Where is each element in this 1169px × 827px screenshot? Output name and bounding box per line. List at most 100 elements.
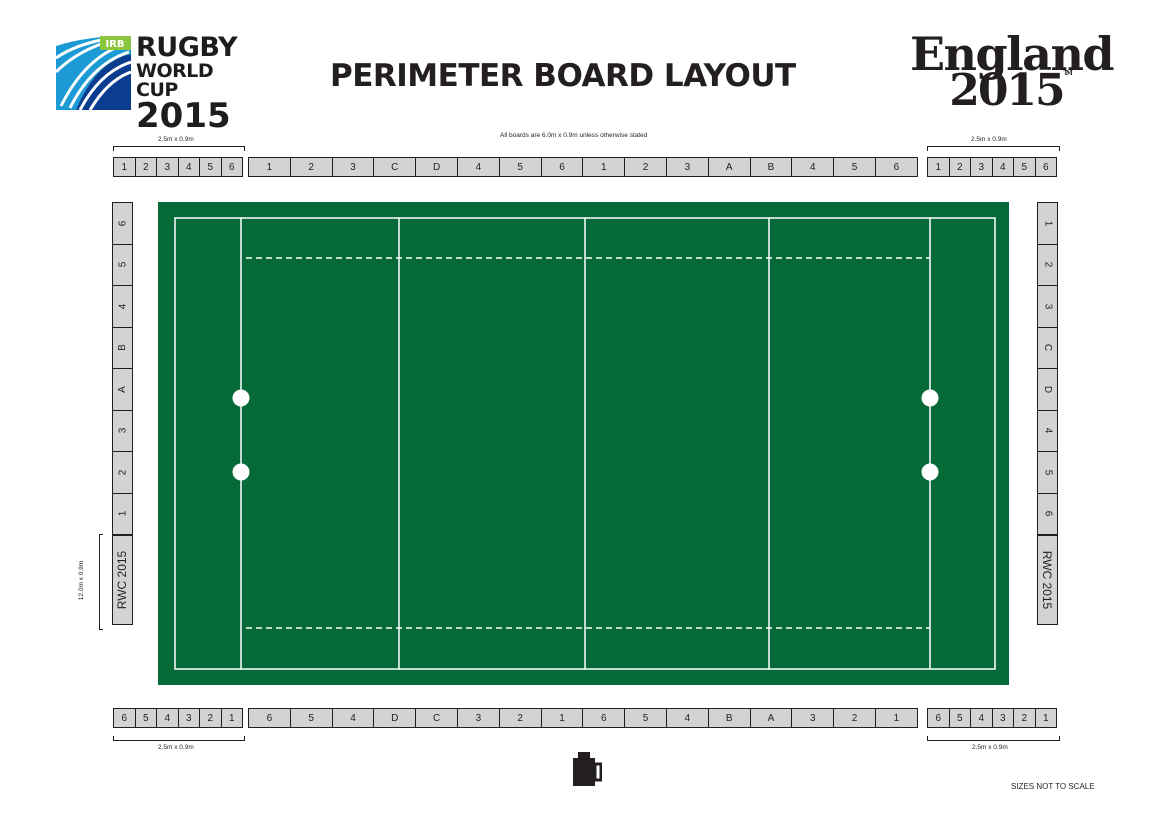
top-left-dimension-line <box>113 146 245 151</box>
bottom-board-12: B <box>707 708 751 728</box>
top-board-6: 4 <box>457 157 500 177</box>
left-side-board-1: 6 <box>112 202 133 245</box>
bottom-left-small-board-3: 4 <box>156 708 179 728</box>
irb-badge: IRB <box>105 39 124 50</box>
top-right-small-board-2: 2 <box>948 157 971 177</box>
bottom-right-dimension-label: 2.5m x 0.9m <box>972 744 1008 751</box>
right-side-board-3: 3 <box>1037 285 1058 328</box>
left-rwc-dimension-line <box>99 534 103 630</box>
rugby-pitch <box>158 202 1009 685</box>
top-left-small-board-2: 2 <box>134 157 157 177</box>
top-board-5: D <box>415 157 458 177</box>
top-board-2: 2 <box>289 157 333 177</box>
bottom-left-small-board-6: 1 <box>220 708 243 728</box>
bottom-board-3: 4 <box>331 708 375 728</box>
bottom-right-small-board-5: 2 <box>1013 708 1036 728</box>
rugby-ball-icon: IRB <box>56 36 131 110</box>
top-right-small-board-6: 6 <box>1034 157 1057 177</box>
bottom-right-small-board-6: 1 <box>1034 708 1057 728</box>
left-side-board-3: 4 <box>112 285 133 328</box>
rwc-line3: 2015 <box>136 96 231 136</box>
bottom-board-1: 6 <box>248 708 291 728</box>
bottom-board-11: 4 <box>666 708 709 728</box>
bottom-left-small-board-1: 6 <box>113 708 136 728</box>
left-side-board-7: 2 <box>112 451 133 494</box>
top-left-small-board-3: 3 <box>156 157 179 177</box>
top-board-10: 2 <box>624 157 667 177</box>
right-goalpost-top <box>921 389 939 407</box>
bottom-board-5: C <box>415 708 458 728</box>
top-right-dimension-label: 2.5m x 0.9m <box>971 136 1007 143</box>
left-goalpost-bottom <box>232 463 250 481</box>
bottom-board-6: 3 <box>457 708 500 728</box>
top-left-dimension-label: 2.5m x 0.9m <box>158 136 194 143</box>
england-line2: 2015 <box>949 65 1065 117</box>
bottom-right-dimension-line <box>927 736 1060 741</box>
top-left-small-board-5: 5 <box>199 157 222 177</box>
right-side-board-4: C <box>1037 326 1058 369</box>
right-goalpost-bottom <box>921 463 939 481</box>
bottom-right-small-board-4: 3 <box>991 708 1014 728</box>
top-board-3: 3 <box>331 157 375 177</box>
camera-position-icon <box>573 752 602 786</box>
left-side-board-2: 5 <box>112 243 133 286</box>
scale-note: SIZES NOT TO SCALE <box>1011 782 1095 791</box>
right-rwc-board: RWC 2015 <box>1037 535 1058 625</box>
top-right-dimension-line <box>927 146 1060 151</box>
bottom-board-10: 5 <box>624 708 667 728</box>
bottom-left-small-board-5: 2 <box>199 708 222 728</box>
top-board-8: 6 <box>540 157 584 177</box>
bottom-left-small-board-2: 5 <box>134 708 157 728</box>
page-title: PERIMETER BOARD LAYOUT <box>330 58 796 94</box>
bottom-left-dimension-line <box>113 736 245 741</box>
top-left-small-board-6: 6 <box>220 157 243 177</box>
right-side-board-1: 1 <box>1037 202 1058 245</box>
bottom-board-16: 1 <box>875 708 918 728</box>
trademark-mark: TM <box>1063 70 1073 78</box>
bottom-board-4: D <box>373 708 417 728</box>
left-rwc-dimension-label: 12.0m x 0.9m <box>78 560 86 601</box>
board-size-note: All boards are 6.0m x 0.9m unless otherw… <box>500 132 648 139</box>
bottom-board-7: 2 <box>498 708 542 728</box>
right-side-board-8: 6 <box>1037 492 1058 535</box>
left-side-board-4: B <box>112 326 133 369</box>
left-side-board-8: 1 <box>112 492 133 535</box>
bottom-board-15: 2 <box>833 708 876 728</box>
top-right-small-board-1: 1 <box>927 157 950 177</box>
rwc-wordmark: RUGBY WORLD CUP 2015 <box>136 34 252 133</box>
top-board-15: 5 <box>833 157 876 177</box>
top-right-small-board-5: 5 <box>1013 157 1036 177</box>
top-left-small-board-1: 1 <box>113 157 136 177</box>
bottom-board-14: 3 <box>791 708 835 728</box>
rwc-2015-logo: IRB RUGBY WORLD CUP 2015 <box>56 34 252 133</box>
top-board-1: 1 <box>248 157 291 177</box>
right-side-board-6: 4 <box>1037 409 1058 452</box>
top-right-small-board-4: 4 <box>991 157 1014 177</box>
bottom-right-small-board-2: 5 <box>948 708 971 728</box>
left-rwc-board: RWC 2015 <box>112 535 133 625</box>
top-board-4: C <box>373 157 417 177</box>
top-board-11: 3 <box>666 157 709 177</box>
england-line1: England <box>910 27 1115 81</box>
rwc-line1: RUGBY <box>136 32 238 63</box>
top-board-16: 6 <box>875 157 918 177</box>
bottom-left-dimension-label: 2.5m x 0.9m <box>158 744 194 751</box>
top-board-9: 1 <box>582 157 626 177</box>
top-board-14: 4 <box>791 157 835 177</box>
bottom-board-8: 1 <box>540 708 584 728</box>
bottom-left-small-board-4: 3 <box>177 708 200 728</box>
right-side-board-2: 2 <box>1037 243 1058 286</box>
right-side-board-7: 5 <box>1037 451 1058 494</box>
rwc-line2: WORLD CUP <box>136 60 214 101</box>
top-board-13: B <box>749 157 793 177</box>
bottom-board-2: 5 <box>289 708 333 728</box>
top-board-12: A <box>707 157 751 177</box>
bottom-board-9: 6 <box>582 708 626 728</box>
bottom-board-13: A <box>749 708 793 728</box>
bottom-right-small-board-3: 4 <box>970 708 993 728</box>
top-right-small-board-3: 3 <box>970 157 993 177</box>
england-2015-logo: England 2015TM <box>910 27 1115 117</box>
pitch-markings <box>174 217 996 670</box>
top-left-small-board-4: 4 <box>177 157 200 177</box>
left-side-board-5: A <box>112 368 133 411</box>
